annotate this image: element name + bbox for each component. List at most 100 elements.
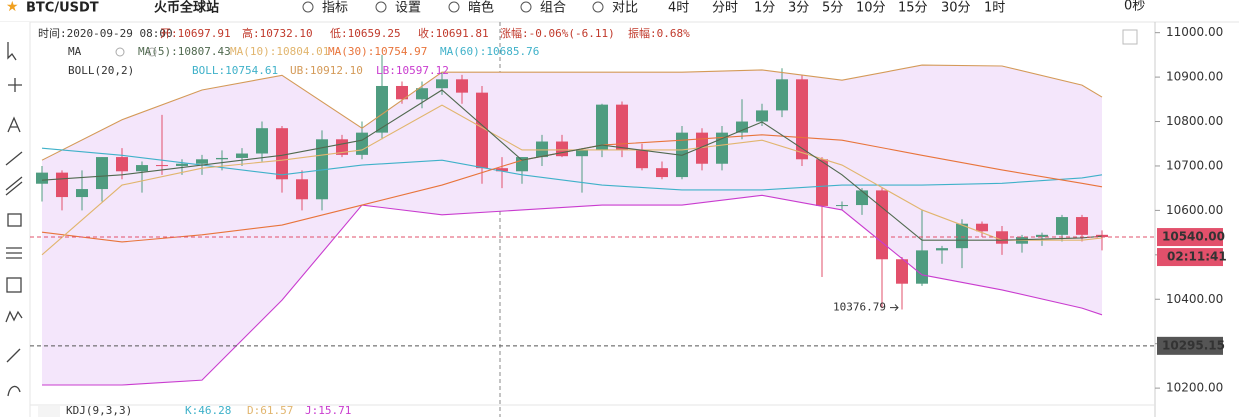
candle-body (116, 157, 128, 172)
candle-body (256, 128, 268, 154)
grid-icon (6, 277, 22, 293)
button-icon (592, 1, 604, 13)
candle-body (696, 132, 708, 164)
candle-body (1036, 234, 1048, 238)
legend-entry: MA(5):10807.43 (138, 45, 231, 58)
info-field: 低:10659.25 (330, 27, 401, 40)
line-icon (5, 151, 23, 166)
boll-band (42, 65, 1102, 386)
toolbar-button[interactable]: 组合 (540, 1, 566, 16)
price-tag-label: 10540.00 (1162, 230, 1225, 244)
y-tick-label: 10200.00 (1166, 381, 1223, 395)
kdj-label: J:15.71 (305, 404, 351, 417)
y-tick-label: 11000.00 (1166, 25, 1223, 39)
candle-body (896, 259, 908, 284)
pane-cover (38, 406, 60, 417)
candle-body (236, 153, 248, 158)
symbol: BTC/USDT (26, 1, 99, 16)
price-tag-label: 10295.15 (1162, 338, 1225, 352)
interval-button[interactable]: 3分 (788, 1, 809, 16)
y-tick-label: 10600.00 (1166, 203, 1223, 217)
price-tag (1157, 336, 1223, 355)
candle-body (796, 79, 808, 160)
legend-entry: MA(10):10804.01 (230, 45, 329, 58)
kdj-label: D:61.57 (247, 404, 293, 417)
candle-body (876, 190, 888, 260)
info-field: 高:10732.10 (242, 26, 313, 40)
candle-body (596, 104, 608, 151)
interval-button[interactable]: 10分 (856, 1, 886, 16)
annotation-arrow (890, 304, 899, 311)
candle-body (76, 189, 88, 198)
toolbar (0, 0, 1239, 22)
exchange: 火币全球站 (154, 0, 219, 16)
candle-body (656, 168, 668, 178)
candle-body (816, 159, 828, 206)
wave-icon (5, 310, 23, 323)
button-icon (520, 1, 532, 13)
candle-body (476, 92, 488, 169)
star-icon[interactable]: ★ (6, 0, 19, 15)
candle-body (556, 141, 568, 157)
candle-body (176, 163, 188, 166)
indicator-line (41, 147, 1103, 191)
info-field: 振幅:0.68% (628, 26, 690, 40)
ruler-icon (6, 348, 21, 363)
candle-body (636, 150, 648, 169)
tool-icons (5, 42, 23, 397)
y-tick-label: 10400.00 (1166, 292, 1223, 306)
legend-gear (147, 47, 157, 57)
candle-body (1056, 217, 1068, 235)
candle-body (276, 128, 288, 180)
indicator-line (41, 64, 1103, 161)
toolbar-button[interactable]: 设置 (395, 1, 421, 16)
candle-body (36, 172, 48, 184)
candle-body (456, 79, 468, 93)
y-tick-label: 10700.00 (1166, 158, 1223, 172)
candle-body (1096, 234, 1108, 238)
text-icon (7, 116, 21, 133)
price-tag (1157, 228, 1223, 247)
interval-button[interactable]: 1分 (754, 1, 775, 16)
interval-button[interactable]: 分时 (712, 1, 738, 16)
toolbar-button[interactable]: 暗色 (468, 0, 494, 16)
candle-body (536, 141, 548, 158)
button-icon (302, 1, 314, 13)
candle-body (376, 85, 388, 133)
candle-body (416, 88, 428, 100)
fullscreen-icon[interactable] (1122, 29, 1138, 45)
toolbar-button[interactable]: 指标 (322, 1, 348, 16)
candle-body (856, 190, 868, 206)
candle-body (976, 223, 988, 232)
button-icon (448, 1, 460, 13)
toolbar-button[interactable]: 对比 (612, 1, 638, 16)
candle-body (136, 165, 148, 172)
candle-body (756, 110, 768, 122)
countdown-tag (1157, 248, 1223, 267)
kdj-label: K:46.28 (185, 404, 231, 417)
indicator-line (41, 104, 1103, 256)
candle-body (436, 79, 448, 89)
timer: 0秒 (1124, 0, 1145, 14)
info-field: 涨幅:-0.06%(-6.11) (500, 27, 615, 40)
interval-button[interactable]: 30分 (941, 1, 971, 16)
interval-button[interactable]: 15分 (898, 1, 928, 16)
interval-button[interactable]: 4时 (668, 1, 689, 16)
interval-button[interactable]: 1时 (984, 1, 1005, 16)
brush-icon (7, 385, 21, 397)
countdown: 02:11:41 (1167, 250, 1227, 264)
cursor-icon (7, 42, 17, 61)
candle-body (356, 132, 368, 155)
candle-body (96, 157, 108, 190)
candle-body (736, 121, 748, 133)
info-field: 时间:2020-09-29 08:00 (38, 27, 173, 40)
legend-entry: UB:10912.10 (290, 64, 363, 77)
channel-icon (5, 176, 23, 196)
interval-button[interactable]: 5分 (822, 1, 843, 16)
legend-entry: MA(60):10685.76 (440, 45, 539, 58)
button-icon (375, 1, 387, 13)
indicator-line (42, 194, 1103, 386)
y-tick-label: 10800.00 (1166, 114, 1223, 128)
candle-body (776, 79, 788, 111)
